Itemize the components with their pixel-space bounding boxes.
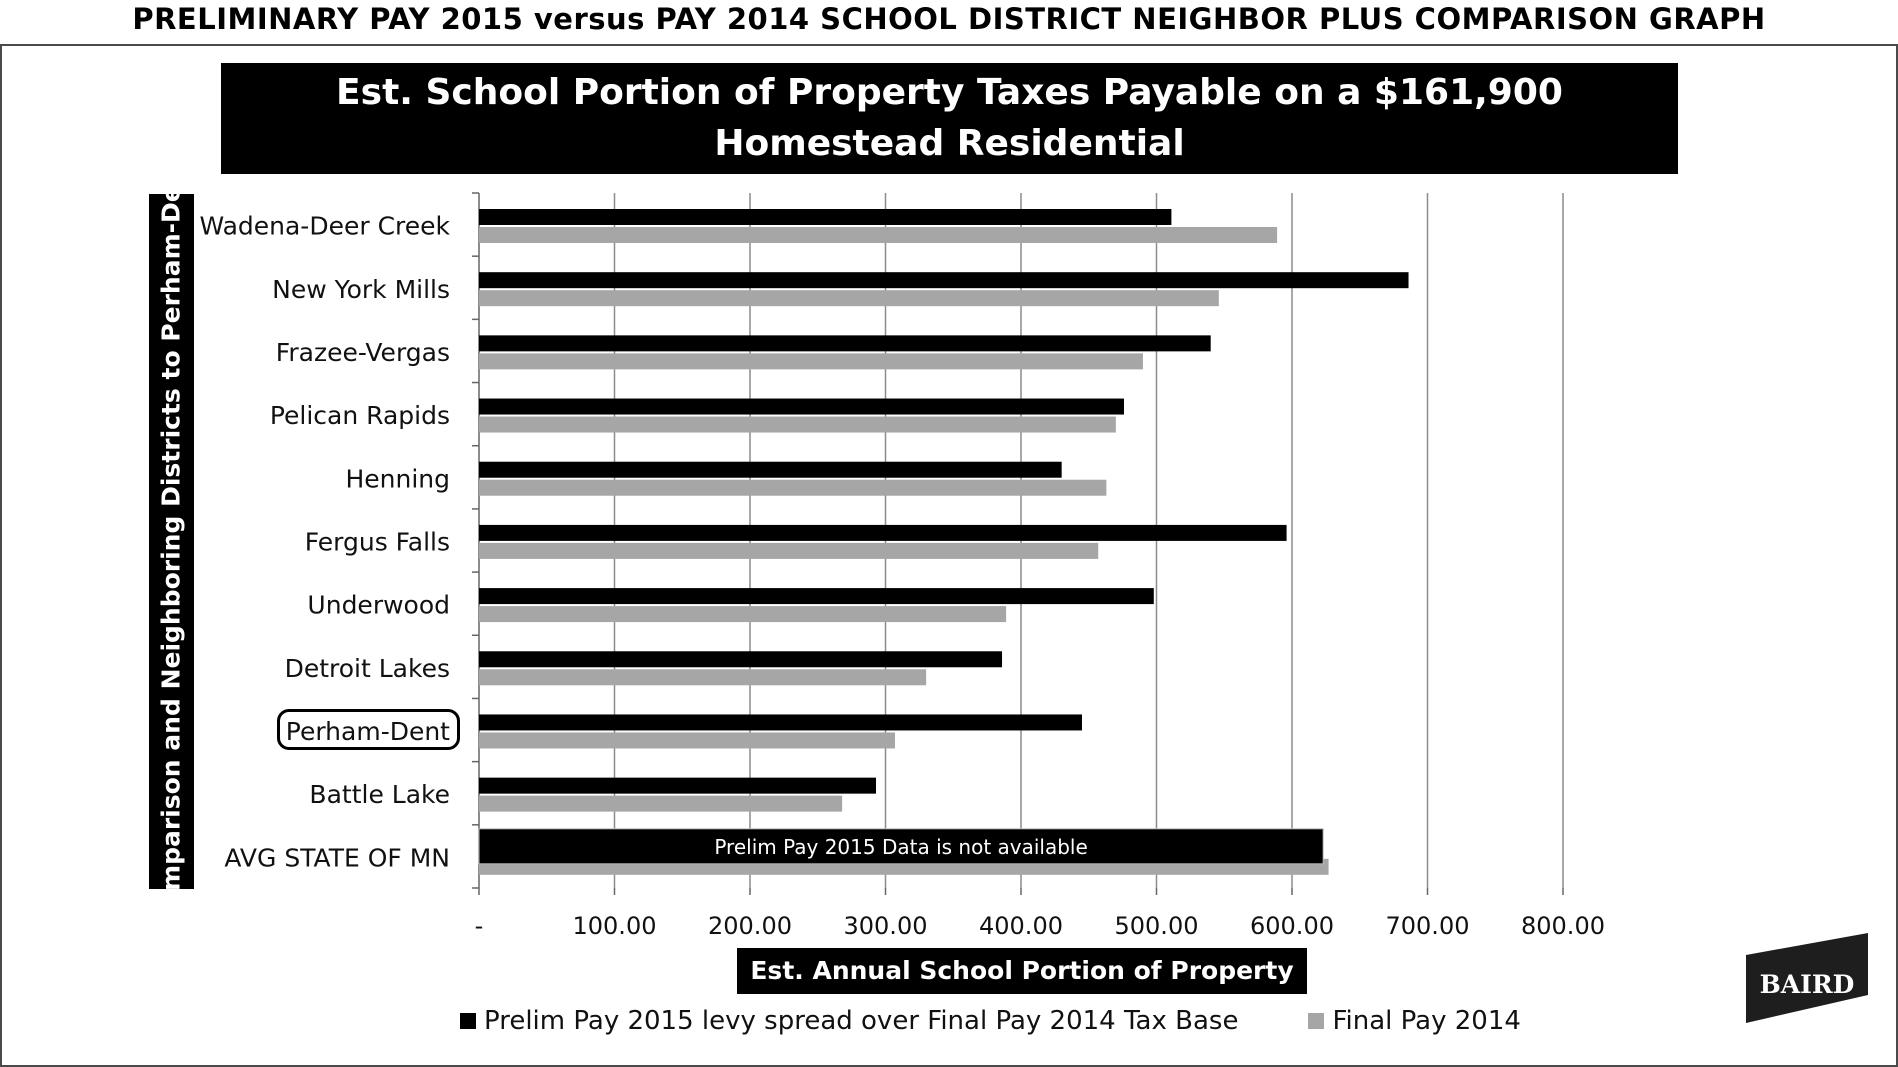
bar-prelim-2015	[479, 209, 1172, 225]
y-category-label: Pelican Rapids	[270, 401, 450, 430]
legend-swatch-prelim	[460, 1013, 476, 1029]
bar-final-2014	[479, 290, 1219, 307]
bar-final-2014	[479, 732, 895, 749]
x-tick-label: 700.00	[1386, 912, 1470, 940]
annotation-box	[478, 828, 1324, 865]
x-tick-label: 300.00	[844, 912, 928, 940]
x-tick-label: 200.00	[708, 912, 792, 940]
bar-prelim-2015	[479, 335, 1211, 352]
chart-title: Est. School Portion of Property Taxes Pa…	[221, 63, 1678, 215]
y-category-label: Fergus Falls	[305, 528, 450, 557]
chart-title-line-1: Est. School Portion of Property Taxes Pa…	[336, 72, 1563, 164]
chart-title-line-2: Property based upon Pay 2014 Tax Base Da…	[488, 174, 1411, 215]
y-category-label: Perham-Dent	[286, 717, 450, 746]
y-category-label: AVG STATE OF MN	[224, 843, 450, 872]
bar-prelim-2015	[479, 398, 1124, 415]
x-tick-label: 100.00	[573, 912, 657, 940]
legend: Prelim Pay 2015 levy spread over Final P…	[460, 1003, 1521, 1039]
bar-prelim-2015	[479, 714, 1082, 731]
x-tick-label: 500.00	[1115, 912, 1199, 940]
bar-prelim-2015	[479, 588, 1154, 605]
legend-swatch-final	[1308, 1013, 1325, 1029]
baird-logo-text: BAIRD	[1760, 970, 1855, 999]
bar-prelim-2015	[479, 651, 1003, 668]
bar-prelim-2015	[479, 272, 1409, 289]
legend-label-prelim: Prelim Pay 2015 levy spread over Final P…	[484, 1006, 1239, 1036]
bar-final-2014	[479, 606, 1007, 623]
bar-final-2014	[479, 795, 843, 812]
bar-final-2014	[479, 542, 1099, 559]
legend-item-prelim: Prelim Pay 2015 levy spread over Final P…	[460, 1006, 1238, 1036]
y-category-label: Henning	[345, 464, 450, 493]
x-tick-label: 400.00	[979, 912, 1063, 940]
bar-final-2014	[479, 479, 1107, 496]
baird-logo-mark: BAIRD	[1746, 933, 1868, 1023]
bar-final-2014	[479, 227, 1278, 243]
y-category-label: Detroit Lakes	[285, 654, 450, 683]
bar-prelim-2015	[479, 461, 1062, 478]
bar-prelim-2015	[479, 524, 1287, 541]
legend-label-final: Final Pay 2014	[1332, 1006, 1521, 1036]
y-axis-label-box	[149, 194, 194, 889]
y-category-label: Underwood	[307, 591, 450, 620]
y-category-label: Frazee-Vergas	[276, 338, 450, 367]
bar-final-2014	[479, 353, 1143, 370]
x-tick-label: 600.00	[1250, 912, 1334, 940]
legend-item-final: Final Pay 2014	[1308, 1006, 1521, 1036]
baird-logo: BAIRD	[1744, 933, 1870, 1023]
y-category-label: Battle Lake	[309, 780, 450, 809]
page-header: PRELIMINARY PAY 2015 versus PAY 2014 SCH…	[132, 2, 1766, 36]
annotation-text: Prelim Pay 2015 Data is not available	[714, 835, 1087, 859]
x-tick-label: 800.00	[1521, 912, 1605, 940]
x-axis-label: Est. Annual School Portion of Property T…	[737, 948, 1307, 1031]
y-category-label: New York Mills	[272, 275, 450, 304]
bar-final-2014	[479, 416, 1116, 433]
highlight-oval	[277, 709, 460, 750]
bar-final-2014	[479, 669, 927, 686]
y-category-label: Wadena-Deer Creek	[199, 212, 450, 241]
bar-prelim-2015	[479, 777, 877, 794]
x-tick-label: -	[475, 912, 484, 940]
